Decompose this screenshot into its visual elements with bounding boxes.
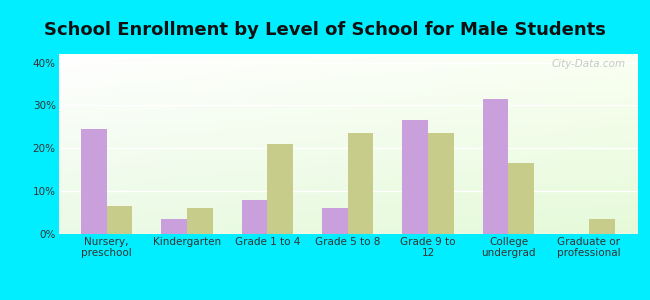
Bar [428,133,454,234]
Bar [402,120,428,234]
Bar [161,219,187,234]
Bar [483,99,508,234]
Bar [348,133,374,234]
Bar [267,144,293,234]
Text: School Enrollment by Level of School for Male Students: School Enrollment by Level of School for… [44,21,606,39]
Text: City-Data.com: City-Data.com [551,59,625,69]
Bar [322,208,348,234]
Bar [107,206,133,234]
Bar [81,129,107,234]
Bar [508,163,534,234]
Bar [589,219,614,234]
Bar [187,208,213,234]
Legend: Helena, Oklahoma: Helena, Oklahoma [253,298,443,300]
Bar [242,200,267,234]
